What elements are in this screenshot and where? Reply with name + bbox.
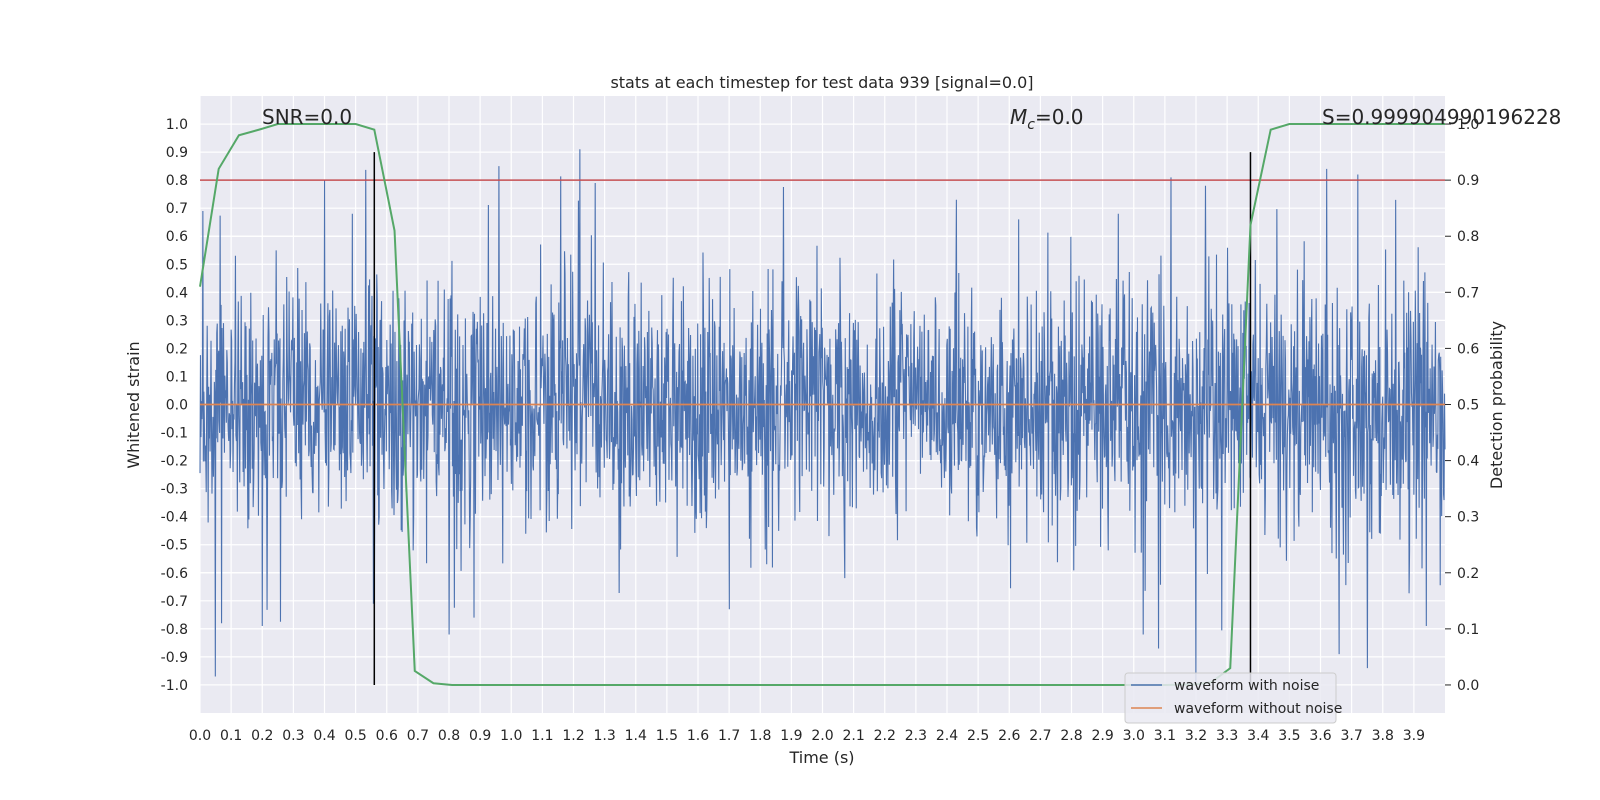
y-tick-label: -0.6	[161, 566, 188, 582]
legend-box	[1124, 672, 1337, 724]
x-tick-label: 3.9	[1403, 728, 1425, 744]
x-tick-label: 2.5	[967, 728, 989, 744]
y2-tick-label: 0.0	[1457, 678, 1479, 694]
legend-label-waveform-without-noise: waveform without noise	[1174, 701, 1342, 717]
y-tick-label: 1.0	[166, 117, 188, 133]
snr-annotation: SNR=0.0	[262, 105, 352, 129]
x-tick-label: 0.0	[189, 728, 211, 744]
x-tick-label: 3.5	[1278, 728, 1300, 744]
y2-axis-label: Detection probability	[1487, 321, 1506, 489]
x-tick-label: 1.7	[718, 728, 740, 744]
x-tick-label: 3.6	[1309, 728, 1331, 744]
y-tick-label: 0.7	[166, 201, 188, 217]
x-tick-label: 2.7	[1029, 728, 1051, 744]
x-tick-label: 2.9	[1091, 728, 1113, 744]
x-tick-label: 1.8	[749, 728, 771, 744]
x-tick-label: 0.4	[313, 728, 335, 744]
y-tick-label: 0.8	[166, 173, 188, 189]
y2-tick-label: 0.3	[1457, 510, 1479, 526]
y2-tick-label: 0.7	[1457, 285, 1479, 301]
chirp-mass-subscript: c	[1027, 117, 1035, 133]
x-tick-label: 1.5	[656, 728, 678, 744]
y-tick-label: 0.0	[166, 398, 188, 414]
x-tick-label: 3.3	[1216, 728, 1238, 744]
x-tick-label: 0.7	[407, 728, 429, 744]
series-layer	[199, 149, 1446, 685]
y2-tick-labels: 1.0 0.9 0.8 0.7 0.6 0.5 0.4 0.3 0.2 0.1 0.0	[1445, 117, 1479, 694]
chirp-mass-symbol: M	[1010, 105, 1027, 129]
legend: waveform with noise waveform without noi…	[1124, 672, 1342, 724]
y-tick-label: -0.9	[161, 650, 188, 666]
y-tick-label: 0.2	[166, 341, 188, 357]
y-tick-label: -1.0	[161, 678, 188, 694]
x-tick-label: 1.0	[500, 728, 522, 744]
x-tick-label: 1.2	[562, 728, 584, 744]
x-tick-label: 3.7	[1340, 728, 1362, 744]
y-tick-label: 0.5	[166, 257, 188, 273]
y2-tick-label: 0.1	[1457, 622, 1479, 638]
y2-tick-label: 0.6	[1457, 341, 1479, 357]
y-tick-label: -0.2	[161, 454, 188, 470]
y-tick-label: 0.4	[166, 285, 188, 301]
x-tick-label: 2.4	[936, 728, 958, 744]
x-tick-label: 0.2	[251, 728, 273, 744]
x-tick-label: 0.3	[282, 728, 304, 744]
y-tick-label: -0.5	[161, 538, 188, 554]
x-tick-label: 0.1	[220, 728, 242, 744]
x-tick-label: 0.9	[469, 728, 491, 744]
reference-lines	[199, 123, 1445, 686]
series-detection-probability	[199, 123, 1445, 686]
chirp-mass-value: =0.0	[1035, 105, 1084, 129]
y-tick-label: 0.6	[166, 229, 188, 245]
y-tick-labels: 1.0 0.9 0.8 0.7 0.6 0.5 0.4 0.3 0.2 0.1 0.0 -0.1 -0.…	[161, 117, 188, 694]
x-tick-label: 2.6	[998, 728, 1020, 744]
chirp-mass-annotation: Mc=0.0	[1010, 105, 1084, 133]
y-tick-label: -0.4	[161, 510, 188, 526]
x-tick-label: 1.9	[780, 728, 802, 744]
x-tick-label: 1.4	[625, 728, 647, 744]
y-tick-label: 0.9	[166, 145, 188, 161]
x-tick-label: 0.8	[438, 728, 460, 744]
x-tick-label: 1.1	[531, 728, 553, 744]
y-tick-label: -0.7	[161, 594, 188, 610]
x-tick-label: 3.8	[1372, 728, 1394, 744]
x-tick-label: 2.1	[842, 728, 864, 744]
x-tick-labels: 0.0 0.1 0.2 0.3 0.4 0.5 0.6 0.7 0.8 0.9 1.0 1.1 1.2 1…	[189, 728, 1425, 744]
x-tick-label: 3.4	[1247, 728, 1269, 744]
x-tick-label: 1.6	[687, 728, 709, 744]
y2-tick-label: 0.8	[1457, 229, 1479, 245]
y2-tick-label: 0.2	[1457, 566, 1479, 582]
x-tick-label: 2.3	[905, 728, 927, 744]
y-tick-label: -0.1	[161, 426, 188, 442]
x-tick-label: 0.6	[376, 728, 398, 744]
y-tick-label: 0.3	[166, 313, 188, 329]
y2-tick-label: 1.0	[1457, 117, 1479, 133]
y-tick-label: 0.1	[166, 369, 188, 385]
series-waveform-with-noise	[199, 149, 1446, 685]
x-tick-label: 2.0	[811, 728, 833, 744]
y-tick-label: -0.3	[161, 482, 188, 498]
x-tick-label: 2.8	[1060, 728, 1082, 744]
y2-tick-label: 0.5	[1457, 398, 1479, 414]
chart-title: stats at each timestep for test data 939…	[610, 73, 1033, 92]
x-tick-label: 3.0	[1123, 728, 1145, 744]
x-tick-label: 3.1	[1154, 728, 1176, 744]
y2-tick-label: 0.4	[1457, 454, 1479, 470]
x-axis-label: Time (s)	[788, 748, 854, 767]
x-tick-label: 2.2	[874, 728, 896, 744]
x-tick-label: 0.5	[344, 728, 366, 744]
y-axis-label: Whitened strain	[124, 341, 143, 468]
s-annotation: S=0.999904990196228	[1322, 105, 1561, 129]
y2-tick-label: 0.9	[1457, 173, 1479, 189]
x-tick-label: 3.2	[1185, 728, 1207, 744]
x-tick-label: 1.3	[593, 728, 615, 744]
legend-label-waveform-with-noise: waveform with noise	[1174, 678, 1319, 694]
y-tick-label: -0.8	[161, 622, 188, 638]
